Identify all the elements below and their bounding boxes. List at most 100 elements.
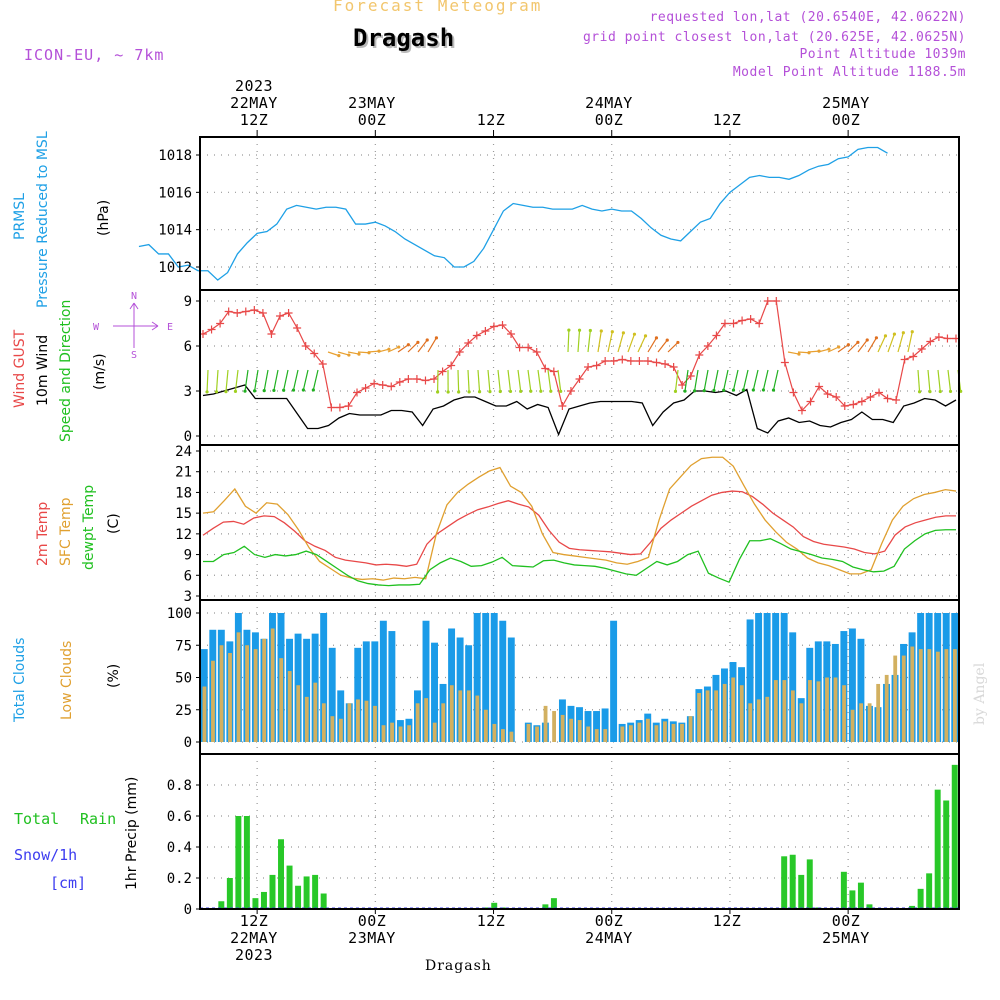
gust-point xyxy=(566,387,575,395)
rain-bar xyxy=(226,878,233,909)
rain-bar xyxy=(295,885,302,909)
wind-arrow-head xyxy=(948,389,953,394)
gust-point xyxy=(746,315,755,323)
total-clouds-bar xyxy=(499,620,507,742)
wind-arrow xyxy=(273,369,279,391)
model-altitude: Model Point Altitude 1188.5m xyxy=(732,65,966,80)
wind-arrow-head xyxy=(683,389,687,393)
y-ticks: 1012101410161018036936912151821240255075… xyxy=(158,130,849,918)
gust-point xyxy=(943,334,952,343)
wind-arrow xyxy=(377,348,390,353)
gust-point xyxy=(344,402,353,410)
wind-arrow xyxy=(647,337,657,353)
gust-point xyxy=(421,376,430,385)
low-clouds-bar xyxy=(876,683,881,742)
gust-point xyxy=(900,355,909,364)
gust-point xyxy=(661,360,670,368)
gust-point xyxy=(335,403,344,412)
top-time-2: 12Z xyxy=(476,111,506,129)
gust-point xyxy=(507,330,516,338)
wind-arrow xyxy=(337,351,350,356)
low-clouds-bar xyxy=(637,722,642,742)
wind-arrow xyxy=(387,346,399,353)
wind-arrow-head xyxy=(917,390,922,394)
clouds-unit: (%) xyxy=(106,664,122,688)
wind-arrow xyxy=(283,369,289,391)
gust-point xyxy=(738,316,747,325)
wind-arrow-head xyxy=(771,388,776,392)
low-clouds-bar xyxy=(304,696,309,742)
low-clouds-bar xyxy=(799,703,804,742)
pressure-line xyxy=(138,146,888,281)
rain-bar xyxy=(917,888,924,909)
low-clouds-bar xyxy=(509,731,514,742)
rain-bar xyxy=(312,874,319,909)
wind-arrow xyxy=(867,337,877,353)
temp-dewpt-line xyxy=(203,529,956,587)
wind-arrow-head xyxy=(567,328,571,332)
rain-bar xyxy=(849,890,856,909)
wind-arrow-head xyxy=(477,390,482,394)
wind-arrow xyxy=(477,369,481,392)
total-clouds-bar xyxy=(763,613,771,742)
wind-arrow xyxy=(244,369,249,392)
wind-arrow xyxy=(302,369,309,391)
total-clouds-bar xyxy=(593,711,601,742)
gust-point xyxy=(472,331,481,340)
low-clouds-bar xyxy=(944,649,949,742)
rain-bar xyxy=(260,891,267,909)
rain-bar xyxy=(781,856,788,909)
panel-frames xyxy=(199,136,960,910)
low-clouds-bar xyxy=(211,660,215,742)
wind-arrow-head xyxy=(865,338,869,342)
low-clouds-bar xyxy=(458,690,463,742)
wind-dir-label: Speed and Direction xyxy=(58,300,74,442)
rain-bar xyxy=(926,873,933,909)
total-clouds-bar xyxy=(371,641,379,742)
total-clouds-bar xyxy=(422,620,430,742)
low-clouds-bar xyxy=(867,703,872,742)
wind-arrow xyxy=(732,369,739,391)
gust-point xyxy=(840,402,849,410)
gust-point xyxy=(370,379,379,388)
low-clouds-bar xyxy=(620,726,625,742)
compass-icon xyxy=(113,302,159,348)
low-clouds-bar xyxy=(475,695,480,742)
low-clouds-bar xyxy=(424,698,429,742)
gust-point xyxy=(926,337,935,346)
wind-arrow xyxy=(807,350,820,353)
wind-arrow-head xyxy=(761,388,765,392)
wind-arrow-head xyxy=(446,390,450,394)
low-clouds-bar xyxy=(859,703,864,742)
low-clouds-bar xyxy=(765,696,770,742)
gust-point xyxy=(378,381,387,389)
wind-arrow-head xyxy=(751,388,755,392)
low-clouds-bar xyxy=(279,658,284,742)
gust-point xyxy=(780,358,789,367)
gust-point xyxy=(806,397,815,406)
wind-arrow xyxy=(847,341,859,353)
gust-line xyxy=(202,300,956,412)
low-clouds-bar xyxy=(415,703,420,742)
gust-point xyxy=(686,372,695,380)
low-clouds-bar xyxy=(543,705,548,742)
compass-s: S xyxy=(131,350,137,361)
small-title: Forecast Meteogram xyxy=(333,0,543,15)
wind-arrow xyxy=(897,332,904,353)
top-time-1: 23MAY 00Z xyxy=(348,94,396,129)
y-tick-label: 0.8 xyxy=(167,778,192,794)
total-clouds-bar xyxy=(789,632,797,742)
total-clouds-bar xyxy=(857,638,865,742)
gust-point xyxy=(892,396,901,404)
low-clouds-bar xyxy=(671,723,676,742)
low-clouds-bar xyxy=(492,723,497,742)
gust-point xyxy=(635,357,644,365)
bottom-time-0: 12Z 22MAY 2023 xyxy=(230,912,278,964)
wind-arrow-head xyxy=(621,331,625,335)
gust-point xyxy=(464,339,473,347)
top-time-0: 2023 22MAY 12Z xyxy=(230,77,278,129)
gust-point xyxy=(447,361,456,370)
y-tick-label: 0.4 xyxy=(167,840,192,856)
gust-point xyxy=(934,333,943,341)
low-clouds-bar xyxy=(833,677,838,742)
